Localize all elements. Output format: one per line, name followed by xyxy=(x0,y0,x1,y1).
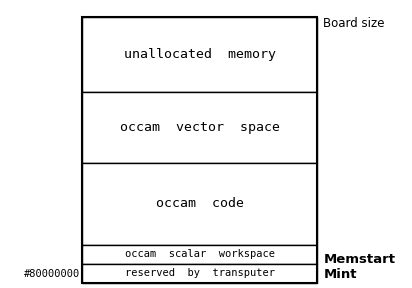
Text: Memstart
Mint: Memstart Mint xyxy=(323,253,396,281)
Bar xyxy=(82,17,317,92)
Bar xyxy=(82,245,317,264)
Bar xyxy=(82,163,317,245)
Text: occam  code: occam code xyxy=(156,197,244,210)
Text: Board size: Board size xyxy=(323,17,385,30)
Text: unallocated  memory: unallocated memory xyxy=(124,48,276,61)
Bar xyxy=(82,264,317,283)
Bar xyxy=(82,17,317,283)
Text: reserved  by  transputer: reserved by transputer xyxy=(125,268,275,278)
Text: #80000000: #80000000 xyxy=(24,269,80,278)
Text: occam  vector  space: occam vector space xyxy=(120,121,280,134)
Text: occam  scalar  workspace: occam scalar workspace xyxy=(125,249,275,259)
Bar xyxy=(82,92,317,163)
